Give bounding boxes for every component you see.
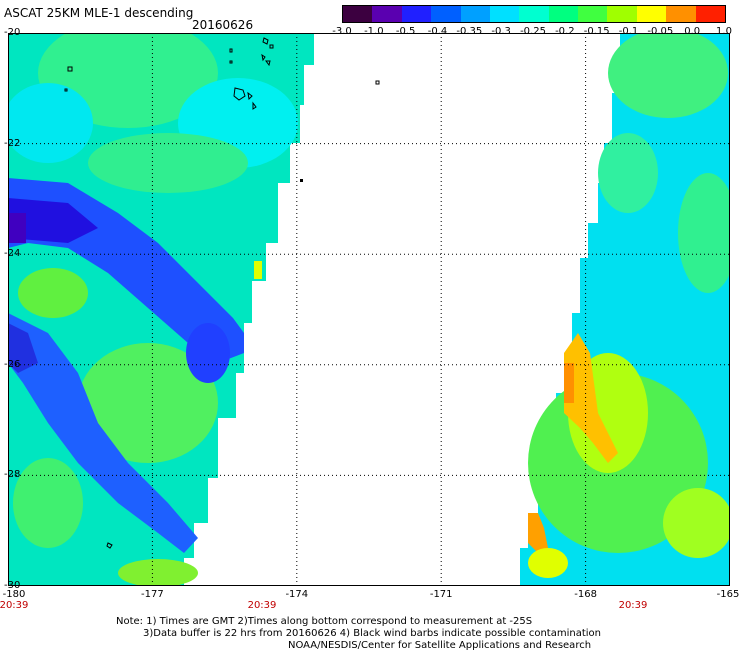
dark-blue-patch: [8, 323, 38, 373]
colorbar-label: 1.0: [716, 26, 732, 37]
purple-patch: [8, 213, 26, 243]
note-line-1: Note: 1) Times are GMT 2)Times along bot…: [116, 616, 533, 627]
colorbar-label: -0.25: [520, 26, 546, 37]
colorbar-segment: [460, 6, 491, 22]
colorbar-label: -0.35: [456, 26, 483, 37]
colorbar-segment: [578, 6, 608, 22]
colorbar-label: -0.2: [555, 26, 575, 37]
note-line-3: NOAA/NESDIS/Center for Satellite Applica…: [288, 640, 592, 651]
yellow-patch: [528, 548, 568, 578]
map-frame: [8, 33, 730, 586]
longitude-label: -174: [285, 589, 309, 600]
colorbar-label: 0.0: [684, 26, 701, 37]
yellow-patch: [254, 261, 262, 279]
time-label: 20:39: [0, 600, 29, 611]
latitude-label: -30: [4, 580, 21, 591]
green-patch: [678, 173, 730, 293]
graticule: [8, 33, 730, 586]
colorbar-label: -0.1: [618, 26, 639, 37]
longitude-label: -171: [429, 589, 453, 600]
colorbar-segment: [695, 6, 726, 22]
island-dot: [300, 179, 303, 182]
green-patch: [78, 343, 218, 463]
green-patch: [88, 133, 248, 193]
island-outlines: [64, 37, 380, 549]
cyan-patch: [8, 83, 93, 163]
left-swath: [8, 33, 380, 586]
longitude-label: -177: [141, 589, 164, 600]
colorbar-label: -1.0: [364, 26, 384, 37]
colorbar-segment: [343, 6, 373, 22]
colorbar-label: -0.5: [395, 26, 416, 37]
longitude-label: -165: [716, 589, 740, 600]
dark-blue-patch: [8, 198, 98, 243]
orange-patch: [528, 513, 548, 553]
blue-patch: [186, 323, 230, 383]
longitude-label: -168: [574, 589, 597, 600]
longitude-label: -180: [2, 589, 26, 600]
orange-patch: [564, 333, 618, 463]
colorbar-segment: [666, 6, 697, 22]
colorbar-label: -3.0: [332, 26, 352, 37]
green-patch: [13, 458, 83, 548]
note-line-2: 3)Data buffer is 22 hrs from 20160626 4)…: [143, 628, 601, 639]
green-patch: [598, 133, 658, 213]
green-patch: [608, 33, 728, 118]
blue-band: [8, 313, 198, 553]
colorbar-segment: [431, 6, 462, 22]
colorbar-segment: [636, 6, 667, 22]
latitude-label: -22: [4, 137, 21, 149]
time-label: 20:39: [618, 600, 648, 611]
orange-patch: [564, 363, 574, 403]
latitude-label: -20: [4, 27, 21, 38]
colorbar-segment: [607, 6, 638, 22]
colorbar-label: -0.4: [427, 26, 448, 37]
colorbar-segment: [519, 6, 550, 22]
latitude-label: -24: [4, 248, 21, 260]
wind-map: [8, 33, 730, 586]
colorbar: [342, 5, 726, 23]
time-label: 20:39: [247, 600, 277, 611]
colorbar-segment: [372, 6, 403, 22]
chart-date: 20160626: [192, 18, 254, 32]
colorbar-segment: [401, 6, 432, 22]
latitude-label: -26: [4, 358, 21, 370]
colorbar-segment: [489, 6, 520, 22]
yellow-green-patch: [663, 488, 730, 558]
colorbar-label: -0.05: [647, 26, 674, 37]
green-patch: [118, 559, 198, 586]
right-swath: [520, 33, 730, 586]
colorbar-label: -0.3: [491, 26, 511, 37]
colorbar-labels: -3.0 -1.0 -0.5 -0.4 -0.35 -0.3 -0.25 -0.2 -0.15-…: [332, 0, 732, 40]
latitude-label: -28: [4, 469, 21, 481]
green-patch: [18, 268, 88, 318]
chart-title: ASCAT 25KM MLE-1 descending: [4, 6, 194, 20]
colorbar-segment: [548, 6, 579, 22]
colorbar-label: -0.15: [583, 26, 610, 37]
